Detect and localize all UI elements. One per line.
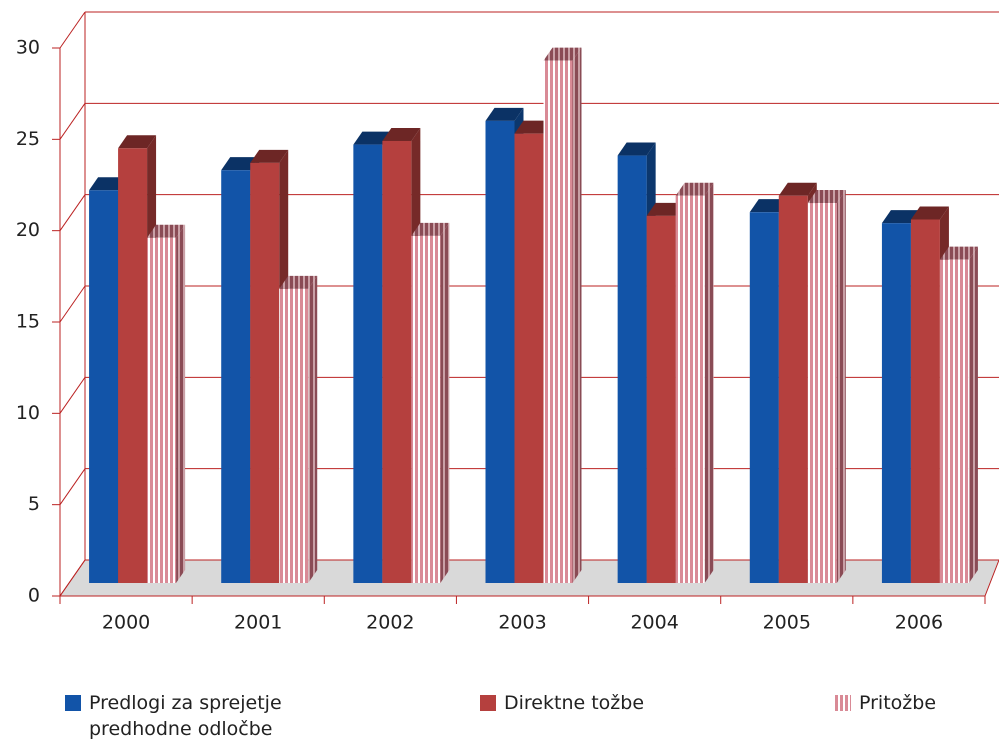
bar-front — [910, 219, 940, 583]
bar-top — [147, 224, 186, 238]
x-tick-label: 2006 — [895, 612, 943, 634]
bar-front — [485, 120, 515, 583]
legend-swatch — [480, 695, 496, 711]
legend: Predlogi za sprejetje predhodne odločbe D… — [0, 690, 999, 747]
bar-front — [353, 144, 383, 583]
y-tick-label: 5 — [28, 493, 40, 515]
legend-label: Predlogi za sprejetje predhodne odločbe — [89, 692, 282, 740]
bar-top — [543, 47, 582, 61]
bar-front — [939, 259, 969, 583]
legend-item: Direktne tožbe — [480, 690, 644, 716]
bar-front — [382, 140, 412, 584]
bar-top — [617, 142, 656, 156]
bar-top — [910, 206, 949, 220]
bar-top — [118, 135, 157, 149]
bar-top — [382, 127, 421, 141]
bar — [675, 182, 714, 583]
bar-side — [308, 275, 318, 583]
bar — [939, 246, 978, 583]
bar-front — [646, 215, 676, 583]
x-tick-label: 2003 — [498, 612, 546, 634]
x-tick-label: 2004 — [630, 612, 678, 634]
y-tick-label: 15 — [16, 311, 40, 333]
bar-side — [176, 224, 186, 583]
grid-diagonal — [59, 194, 86, 231]
grid-diagonal — [59, 468, 86, 505]
grid-diagonal — [59, 559, 86, 597]
bar-top — [881, 210, 920, 224]
chart: 0 5 10 15 20 25 30 2000 2001 2002 2003 2004 2005 2006 — [16, 11, 999, 634]
x-tick-label: 2005 — [763, 612, 811, 634]
bar-front — [778, 195, 808, 583]
bar-side — [572, 47, 582, 583]
bar-front — [675, 195, 705, 583]
bar-top — [749, 199, 788, 213]
bar-front — [147, 237, 177, 583]
y-tick-label: 0 — [28, 585, 40, 607]
bar-front — [250, 162, 280, 583]
bar-top — [778, 182, 817, 196]
x-tick-label: 2002 — [366, 612, 414, 634]
bar-front — [617, 155, 647, 583]
bar-top — [514, 120, 553, 134]
legend-label: Pritožbe — [859, 692, 937, 714]
y-tick-label: 25 — [16, 128, 40, 150]
legend-label: Direktne tožbe — [504, 692, 645, 714]
bar-top — [221, 157, 260, 171]
bar-top — [939, 246, 978, 260]
bar-front — [749, 212, 779, 584]
grid-diagonal — [59, 377, 86, 414]
bar-top — [89, 177, 128, 191]
legend-swatch — [835, 695, 851, 711]
legend-item: Predlogi za sprejetje predhodne odločbe — [65, 690, 305, 742]
bar — [411, 222, 450, 583]
bar-top — [250, 149, 289, 163]
bar-top — [485, 107, 524, 121]
x-tick-label: 2000 — [102, 612, 150, 634]
grid-diagonal — [59, 11, 86, 49]
grid-diagonal — [59, 285, 86, 323]
grid-diagonal — [59, 103, 86, 140]
bar-top — [411, 222, 450, 236]
bar-side — [440, 222, 450, 583]
bar-front — [543, 60, 573, 583]
y-tick-label: 20 — [16, 219, 40, 241]
bar-front — [881, 223, 911, 583]
bar-side — [836, 190, 846, 583]
bar — [543, 47, 582, 583]
bar-front — [118, 148, 148, 583]
bar — [147, 224, 186, 583]
bar-front — [279, 288, 309, 583]
bar-top — [279, 275, 318, 289]
bar — [807, 190, 846, 583]
bar-side — [704, 182, 714, 583]
bar-side — [968, 246, 978, 583]
x-tick-label: 2001 — [234, 612, 282, 634]
bar-front — [221, 170, 251, 583]
bar-top — [807, 190, 846, 204]
bar-front — [514, 133, 544, 583]
bar-top — [646, 202, 685, 216]
legend-item: Pritožbe — [835, 690, 936, 716]
bar-top — [675, 182, 714, 196]
bar — [279, 275, 318, 583]
bar-top — [353, 131, 392, 145]
y-tick-label: 30 — [16, 37, 40, 59]
bar-front — [807, 203, 837, 583]
bar-front — [89, 190, 119, 583]
bar-front — [411, 235, 441, 583]
y-tick-label: 10 — [16, 402, 40, 424]
legend-swatch — [65, 695, 81, 711]
